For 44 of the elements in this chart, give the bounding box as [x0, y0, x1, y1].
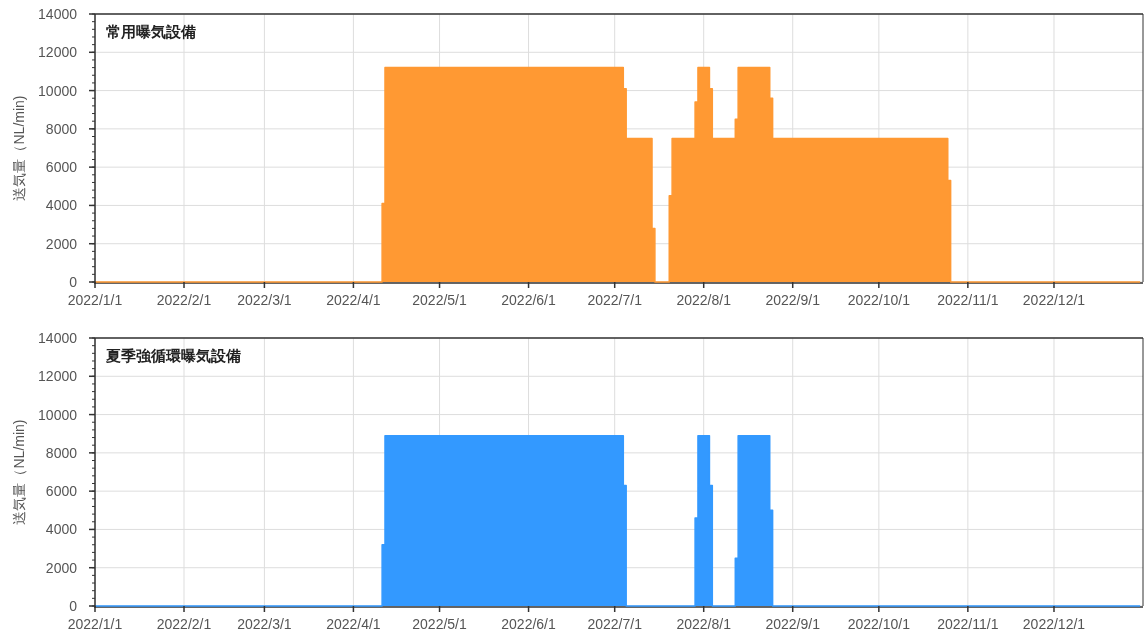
y-tick-label: 4000 — [45, 197, 78, 214]
y-tick-label: 2000 — [45, 559, 78, 576]
y-tick-label: 0 — [69, 598, 78, 614]
y-axis-title: 送気量（NL/min) — [11, 419, 27, 525]
y-tick-label: 14000 — [38, 330, 78, 346]
x-tick-label: 2022/12/1 — [1022, 292, 1086, 308]
x-tick-label: 2022/1/1 — [67, 292, 123, 308]
x-tick-label: 2022/6/1 — [501, 292, 557, 308]
x-tick-label: 2022/9/1 — [765, 292, 821, 308]
x-tick-label: 2022/1/1 — [67, 616, 123, 632]
x-tick-label: 2022/10/1 — [847, 616, 911, 632]
x-tick-label: 2022/3/1 — [237, 616, 292, 632]
x-tick-label: 2022/2/1 — [156, 616, 212, 632]
y-tick-label: 0 — [69, 274, 78, 290]
text: 常用曝気設備 — [106, 23, 196, 40]
y-tick-label: 4000 — [45, 521, 78, 538]
y-tick-label: 6000 — [45, 483, 78, 500]
x-tick-label: 2022/6/1 — [501, 616, 557, 632]
y-tick-label: 12000 — [38, 368, 78, 385]
y-tick-label: 12000 — [38, 44, 78, 61]
y-tick-label: 10000 — [38, 82, 78, 99]
x-tick-label: 2022/9/1 — [765, 616, 821, 632]
x-tick-label: 2022/2/1 — [156, 292, 212, 308]
y-tick-label: 8000 — [45, 120, 78, 137]
x-tick-label: 2022/8/1 — [676, 616, 732, 632]
x-tick-label: 2022/12/1 — [1022, 616, 1086, 632]
x-tick-label: 2022/11/1 — [937, 616, 999, 632]
y-tick-label: 14000 — [38, 6, 78, 22]
x-tick-label: 2022/8/1 — [676, 292, 732, 308]
x-tick-label: 2022/5/1 — [412, 292, 468, 308]
y-axis-title: 送気量（NL/min) — [11, 95, 27, 201]
x-tick-label: 2022/4/1 — [326, 616, 381, 632]
x-tick-label: 2022/11/1 — [937, 292, 999, 308]
y-tick-label: 2000 — [45, 235, 78, 252]
y-tick-label: 8000 — [45, 444, 78, 461]
x-tick-label: 2022/7/1 — [587, 292, 643, 308]
x-tick-label: 2022/4/1 — [326, 292, 381, 308]
x-tick-label: 2022/7/1 — [587, 616, 643, 632]
y-tick-label: 10000 — [38, 406, 78, 423]
x-tick-label: 2022/3/1 — [237, 292, 292, 308]
x-tick-label: 2022/5/1 — [412, 616, 468, 632]
x-tick-label: 2022/10/1 — [847, 292, 911, 308]
y-tick-label: 6000 — [45, 159, 78, 176]
text: 夏季強循環曝気設備 — [105, 347, 241, 364]
